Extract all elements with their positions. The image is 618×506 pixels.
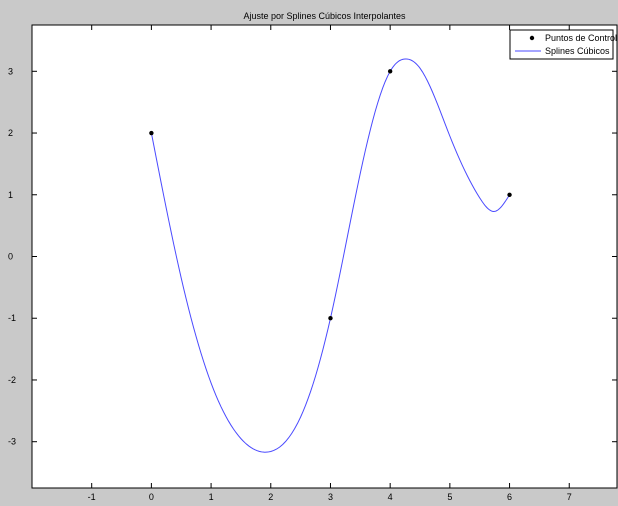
x-tick-label: 7: [567, 492, 572, 502]
x-tick-label: 5: [447, 492, 452, 502]
control-point: [328, 316, 333, 321]
control-point: [387, 69, 393, 74]
legend-label-points: Puntos de Control: [545, 33, 617, 43]
y-tick-label: 1: [8, 190, 13, 200]
x-tick-label: 6: [507, 492, 512, 502]
x-tick-label: -1: [88, 492, 96, 502]
ticks-layer: -1 0 1 2 3 4 5 6 7 -3 -2 -1 0 1 2 3: [8, 25, 617, 502]
y-tick-label: 3: [8, 66, 13, 76]
x-tick-label: 1: [209, 492, 214, 502]
x-tick-label: 2: [268, 492, 273, 502]
y-tick-label: -3: [8, 437, 16, 447]
curve-layer: [150, 58, 510, 453]
x-tick-label: 4: [388, 492, 393, 502]
points-layer: [149, 69, 512, 321]
legend-box: [509, 29, 614, 60]
y-tick-label: -2: [8, 375, 16, 385]
axes-frame: [31, 24, 618, 489]
x-tick-label: 3: [328, 492, 333, 502]
spline-curve: [150, 58, 510, 453]
y-tick-label: -1: [8, 313, 16, 323]
x-tick-label: 0: [149, 492, 154, 502]
y-tick-label: 2: [8, 128, 13, 138]
y-tick-label: 0: [8, 252, 13, 262]
legend-marker-points: [529, 35, 535, 41]
axes-area: [32, 25, 617, 488]
chart-title: Ajuste por Splines Cúbicos Interpolantes: [243, 11, 406, 21]
legend: Puntos de Control Splines Cúbicos: [509, 29, 617, 60]
legend-label-spline: Splines Cúbicos: [545, 46, 610, 56]
control-point: [507, 192, 512, 197]
control-point: [149, 130, 154, 136]
